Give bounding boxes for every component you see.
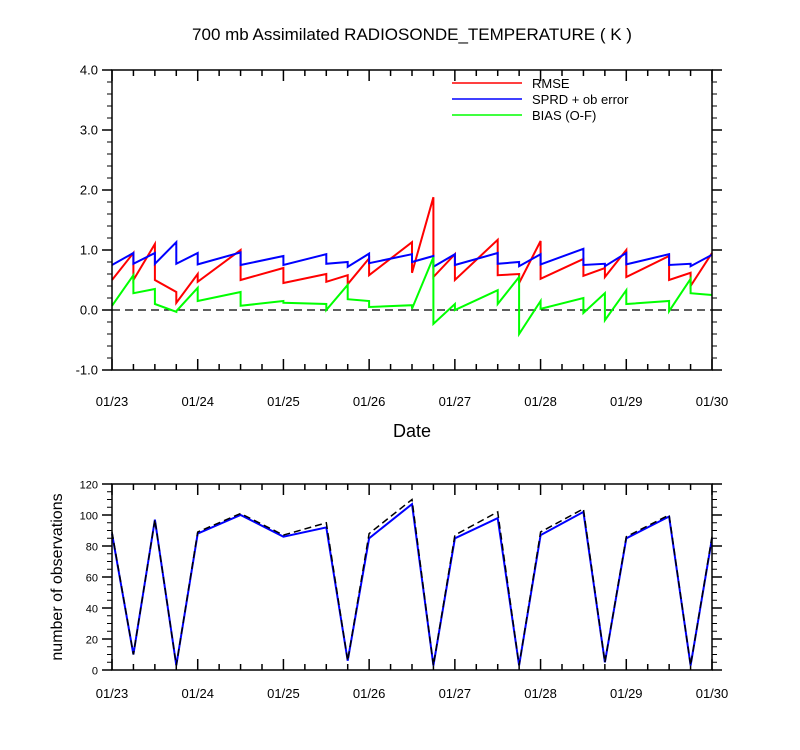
y-tick-label: 120 — [80, 480, 98, 492]
x-tick-label: 01/24 — [181, 686, 214, 701]
y-tick-label: 3.0 — [80, 123, 98, 138]
top-chart-ticks — [102, 69, 722, 371]
y-tick-label: -1.0 — [76, 363, 98, 378]
y-tick-label: 60 — [86, 573, 98, 585]
x-tick-label: 01/28 — [524, 394, 557, 409]
x-tick-label: 01/30 — [696, 394, 729, 409]
y-tick-label: 2.0 — [80, 183, 98, 198]
series-line-1 — [111, 239, 713, 269]
x-tick-label: 01/30 — [696, 686, 729, 701]
legend-label: BIAS (O-F) — [532, 108, 596, 123]
y-tick-label: 0 — [92, 666, 98, 678]
y-tick-label: 40 — [86, 604, 98, 616]
bottom-chart-series — [111, 498, 713, 666]
top-y-tick-labels: -1.0 0.0 1.0 2.0 3.0 4.0 — [76, 63, 98, 378]
bottom-y-axis-label: number of observations — [49, 493, 66, 660]
y-tick-label: 4.0 — [80, 63, 98, 78]
x-tick-label: 01/23 — [96, 686, 129, 701]
x-tick-label: 01/25 — [267, 394, 300, 409]
chart-title: 700 mb Assimilated RADIOSONDE_TEMPERATUR… — [192, 25, 632, 44]
x-tick-label: 01/23 — [96, 394, 129, 409]
series-line-0 — [111, 502, 713, 666]
top-chart-panel: 700 mb Assimilated RADIOSONDE_TEMPERATUR… — [76, 25, 729, 441]
x-tick-label: 01/28 — [524, 686, 557, 701]
x-tick-label: 01/24 — [181, 394, 214, 409]
y-tick-label: 0.0 — [80, 303, 98, 318]
series-line-1 — [111, 498, 713, 666]
x-tick-label: 01/27 — [439, 394, 472, 409]
x-tick-label: 01/25 — [267, 686, 300, 701]
x-tick-label: 01/26 — [353, 394, 386, 409]
y-tick-label: 100 — [80, 511, 98, 523]
top-plot-frame — [111, 69, 713, 371]
bottom-y-tick-labels: 0 20 40 60 80 100 120 — [80, 480, 98, 678]
bottom-chart-ticks — [102, 483, 722, 671]
bottom-x-tick-labels: 01/23 01/24 01/25 01/26 01/27 01/28 01/29 01/30 — [96, 686, 729, 701]
x-axis-label: Date — [393, 421, 431, 441]
x-tick-label: 01/27 — [439, 686, 472, 701]
x-tick-label: 01/29 — [610, 686, 643, 701]
legend-label: SPRD + ob error — [532, 92, 629, 107]
bottom-plot-frame — [111, 483, 713, 671]
legend-label: RMSE — [532, 76, 570, 91]
series-line-0 — [111, 196, 713, 306]
top-x-tick-labels: 01/23 01/24 01/25 01/26 01/27 01/28 01/29 01/30 — [96, 394, 729, 409]
y-tick-label: 80 — [86, 542, 98, 554]
series-line-2 — [111, 256, 713, 338]
x-tick-label: 01/26 — [353, 686, 386, 701]
y-tick-label: 1.0 — [80, 243, 98, 258]
top-chart-series — [111, 196, 713, 338]
x-tick-label: 01/29 — [610, 394, 643, 409]
y-tick-label: 20 — [86, 635, 98, 647]
